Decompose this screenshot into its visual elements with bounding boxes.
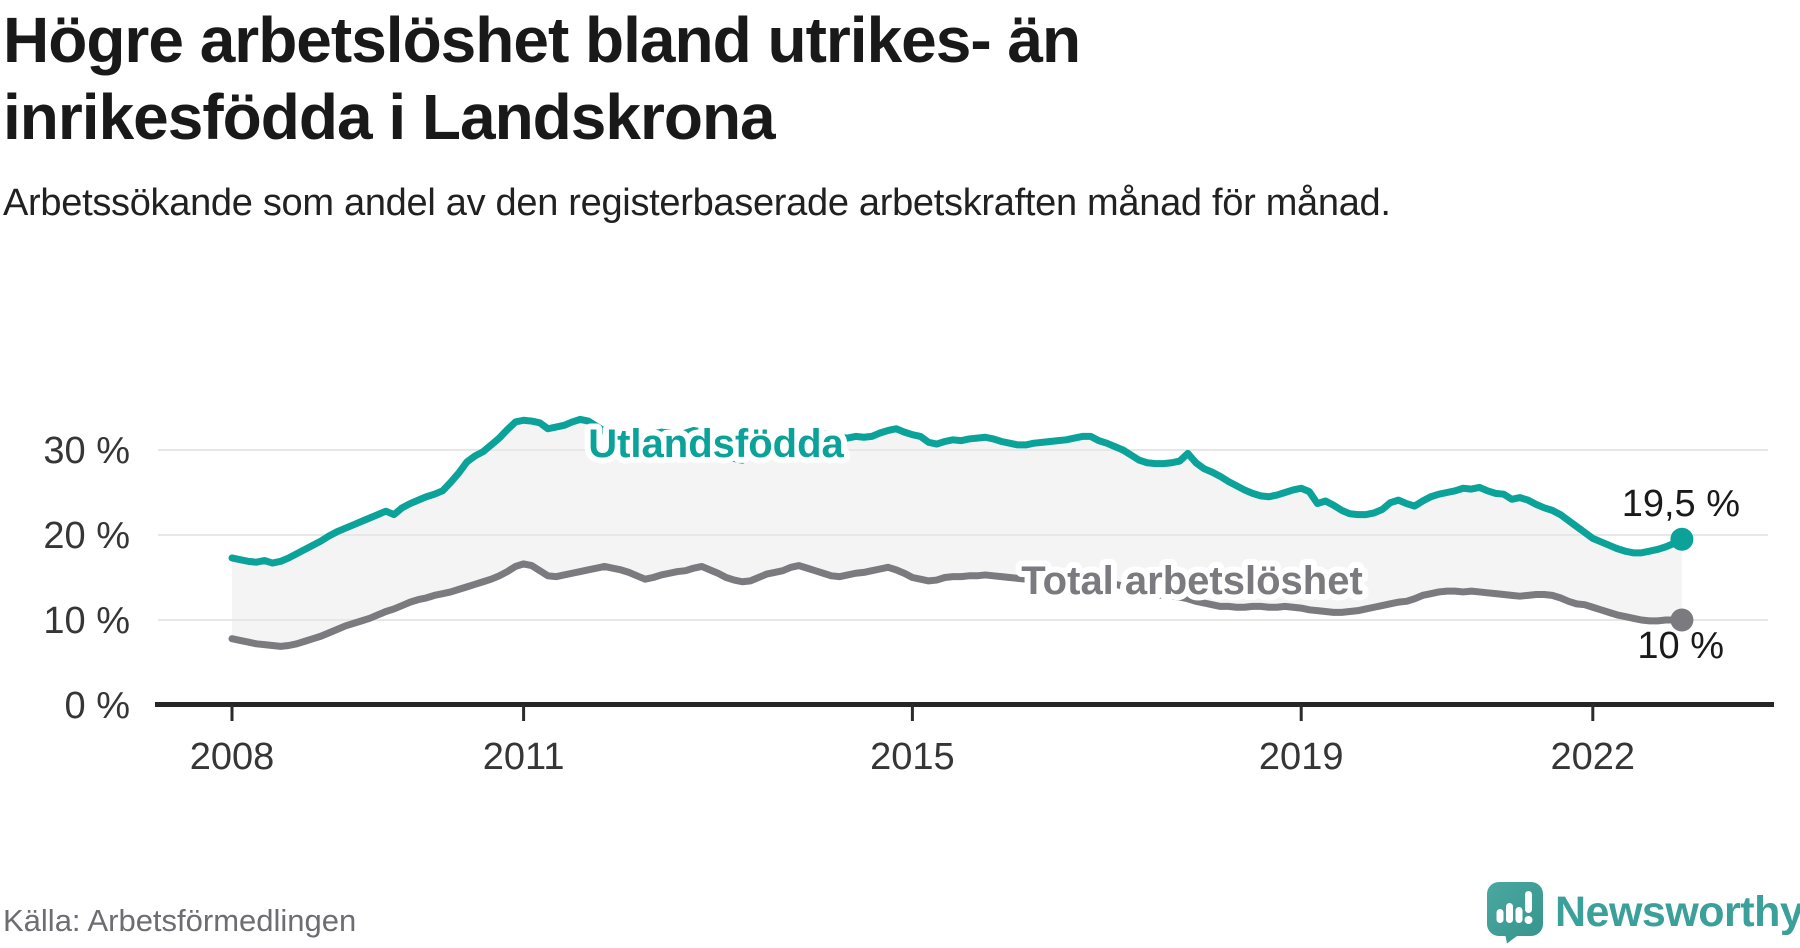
end-dot-utlandsfodda (1670, 527, 1694, 551)
page-title: Högre arbetslöshet bland utrikes- än inr… (3, 4, 1081, 153)
series-label-total-arbetsloshet: Total arbetslöshet (1021, 559, 1363, 603)
x-axis-labels: 2008 2011 2015 2019 2022 (190, 736, 1635, 778)
bar-chart-exclamation-glyph (1496, 890, 1533, 924)
x-axis-label-2022: 2022 (1551, 736, 1636, 778)
x-axis-label-2019: 2019 (1259, 736, 1344, 778)
newsworthy-logo-icon (1487, 881, 1543, 943)
end-dot-total-arbetsloshet (1670, 608, 1694, 632)
page-subtitle: Arbetssökande som andel av den registerb… (3, 182, 1391, 224)
source-credit: Källa: Arbetsförmedlingen (3, 903, 357, 938)
speech-bubble-shape (1487, 881, 1543, 943)
series-fill-between (232, 419, 1682, 647)
newsworthy-brand: Newsworthy (1486, 879, 1800, 945)
x-axis-label-2011: 2011 (483, 736, 565, 778)
y-axis-labels: 30 % 20 % 10 % 0 % (43, 430, 130, 727)
x-axis-label-2015: 2015 (870, 736, 955, 778)
y-axis-label-30: 30 % (43, 430, 130, 472)
series-label-utlandsfodda: Utlandsfödda (588, 422, 844, 466)
series-line-utlandsfodda (228, 415, 1686, 567)
end-value-label-utlandsfodda: 19,5 % (1622, 483, 1740, 525)
y-axis-label-0: 0 % (65, 685, 130, 727)
x-axis-label-2008: 2008 (190, 736, 275, 778)
series-line-total-arbetsloshet (228, 560, 1686, 650)
y-axis-label-10: 10 % (43, 600, 130, 642)
gridlines (158, 449, 1768, 621)
y-axis-label-20: 20 % (43, 515, 130, 557)
end-value-label-total-arbetsloshet: 10 % (1637, 625, 1724, 667)
x-axis-ticks (230, 704, 1595, 721)
newsworthy-wordmark: Newsworthy (1555, 887, 1800, 936)
